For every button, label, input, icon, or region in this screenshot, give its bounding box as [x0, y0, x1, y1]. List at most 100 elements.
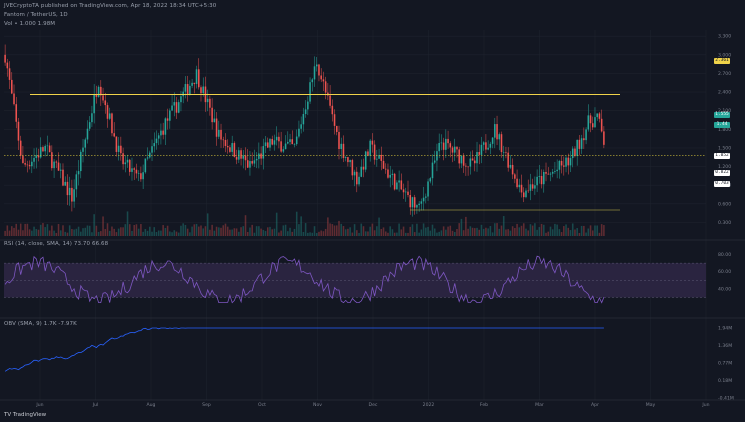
volume-bar — [275, 212, 278, 236]
candle-body — [367, 151, 369, 156]
volume-bar — [471, 227, 474, 236]
candle-body — [184, 84, 187, 92]
candle-body — [166, 118, 169, 121]
price-badge-level-3: 0.703 — [714, 181, 730, 187]
volume-bar — [329, 223, 331, 236]
volume-bar — [142, 231, 144, 236]
candle-body — [360, 166, 363, 177]
volume-bar — [449, 225, 452, 236]
candle-body — [474, 160, 476, 164]
candle-body — [571, 148, 574, 159]
volume-bar — [44, 227, 46, 236]
candle-body — [258, 153, 260, 159]
candle-body — [525, 190, 527, 198]
volume-bar — [489, 226, 492, 236]
candle-body — [298, 128, 300, 137]
volume-bar — [469, 226, 472, 236]
volume-bar — [226, 226, 229, 236]
candle-body — [124, 162, 127, 165]
volume-bar — [266, 227, 269, 236]
price-tick-label: 0.600 — [718, 201, 731, 207]
candle-body — [465, 165, 467, 167]
volume-bar — [19, 223, 22, 236]
volume-bar — [485, 227, 487, 236]
volume-bar — [364, 231, 367, 236]
candle-body — [88, 122, 91, 129]
volume-bar — [189, 232, 191, 236]
volume-bar — [540, 223, 543, 236]
volume-bar — [133, 224, 135, 236]
candle-body — [440, 142, 443, 144]
volume-bar — [117, 228, 120, 236]
candle-body — [307, 101, 309, 110]
volume-bar — [465, 216, 467, 236]
volume-bar — [596, 225, 598, 236]
candle-body — [104, 100, 107, 106]
rsi-tick-label: 80.00 — [718, 252, 731, 258]
candle-body — [309, 82, 311, 102]
price-badge-resistance: 2.361 — [714, 58, 730, 64]
volume-bar — [177, 232, 180, 236]
candle-body — [28, 164, 31, 167]
volume-bar — [356, 230, 358, 236]
volume-bar — [358, 232, 360, 236]
volume-bar — [35, 229, 38, 236]
candle-body — [543, 171, 545, 185]
volume-bar — [438, 231, 440, 236]
volume-bar — [567, 227, 570, 236]
volume-bar — [140, 224, 142, 236]
candle-body — [266, 142, 269, 148]
volume-bar — [149, 226, 151, 236]
volume-bar — [106, 223, 109, 236]
candle-body — [487, 147, 489, 150]
volume-bar — [289, 227, 291, 236]
candle-body — [480, 144, 483, 155]
volume-bar — [240, 227, 242, 236]
candle-body — [37, 155, 40, 158]
candle-body — [186, 84, 189, 95]
volume-bar — [37, 229, 40, 236]
volume-bar — [371, 223, 374, 236]
volume-bar — [17, 229, 20, 236]
candle-body — [255, 158, 258, 161]
candle-body — [51, 152, 53, 169]
candle-body — [576, 139, 578, 157]
volume-bar — [578, 232, 581, 236]
candle-body — [226, 146, 229, 148]
price-tick-label: 1.800 — [718, 127, 731, 133]
volume-bar — [387, 232, 389, 236]
candle-body — [197, 69, 200, 88]
candle-body — [80, 151, 82, 172]
volume-bar — [560, 232, 563, 236]
volume-bar — [591, 230, 594, 236]
candle-body — [563, 165, 565, 167]
volume-bar — [335, 225, 338, 236]
volume-bar — [367, 231, 369, 236]
volume-bar — [342, 226, 345, 236]
volume-bar — [520, 225, 523, 236]
volume-bar — [102, 216, 104, 236]
volume-bar — [131, 230, 133, 236]
volume-bar — [258, 226, 260, 236]
x-tick-label: Jul — [92, 402, 99, 408]
candle-body — [242, 155, 245, 159]
price-badge-level-1: 1.052 — [714, 153, 730, 159]
volume-bar — [151, 231, 153, 236]
candle-body — [514, 174, 516, 179]
volume-bar — [311, 232, 314, 236]
candle-body — [133, 168, 135, 170]
candle-body — [591, 123, 594, 128]
volume-bar — [22, 230, 24, 236]
candle-body — [313, 66, 316, 80]
volume-bar — [291, 231, 294, 236]
volume-bar — [182, 223, 184, 236]
candle-body — [384, 168, 387, 170]
price-tick-label: 2.100 — [718, 108, 731, 114]
volume-bar — [353, 224, 356, 236]
candle-body — [249, 161, 251, 168]
x-tick-label: Oct — [258, 402, 266, 408]
candle-body — [462, 155, 465, 166]
volume-bar — [68, 225, 71, 236]
candle-body — [293, 144, 296, 145]
volume-bar — [580, 225, 583, 236]
